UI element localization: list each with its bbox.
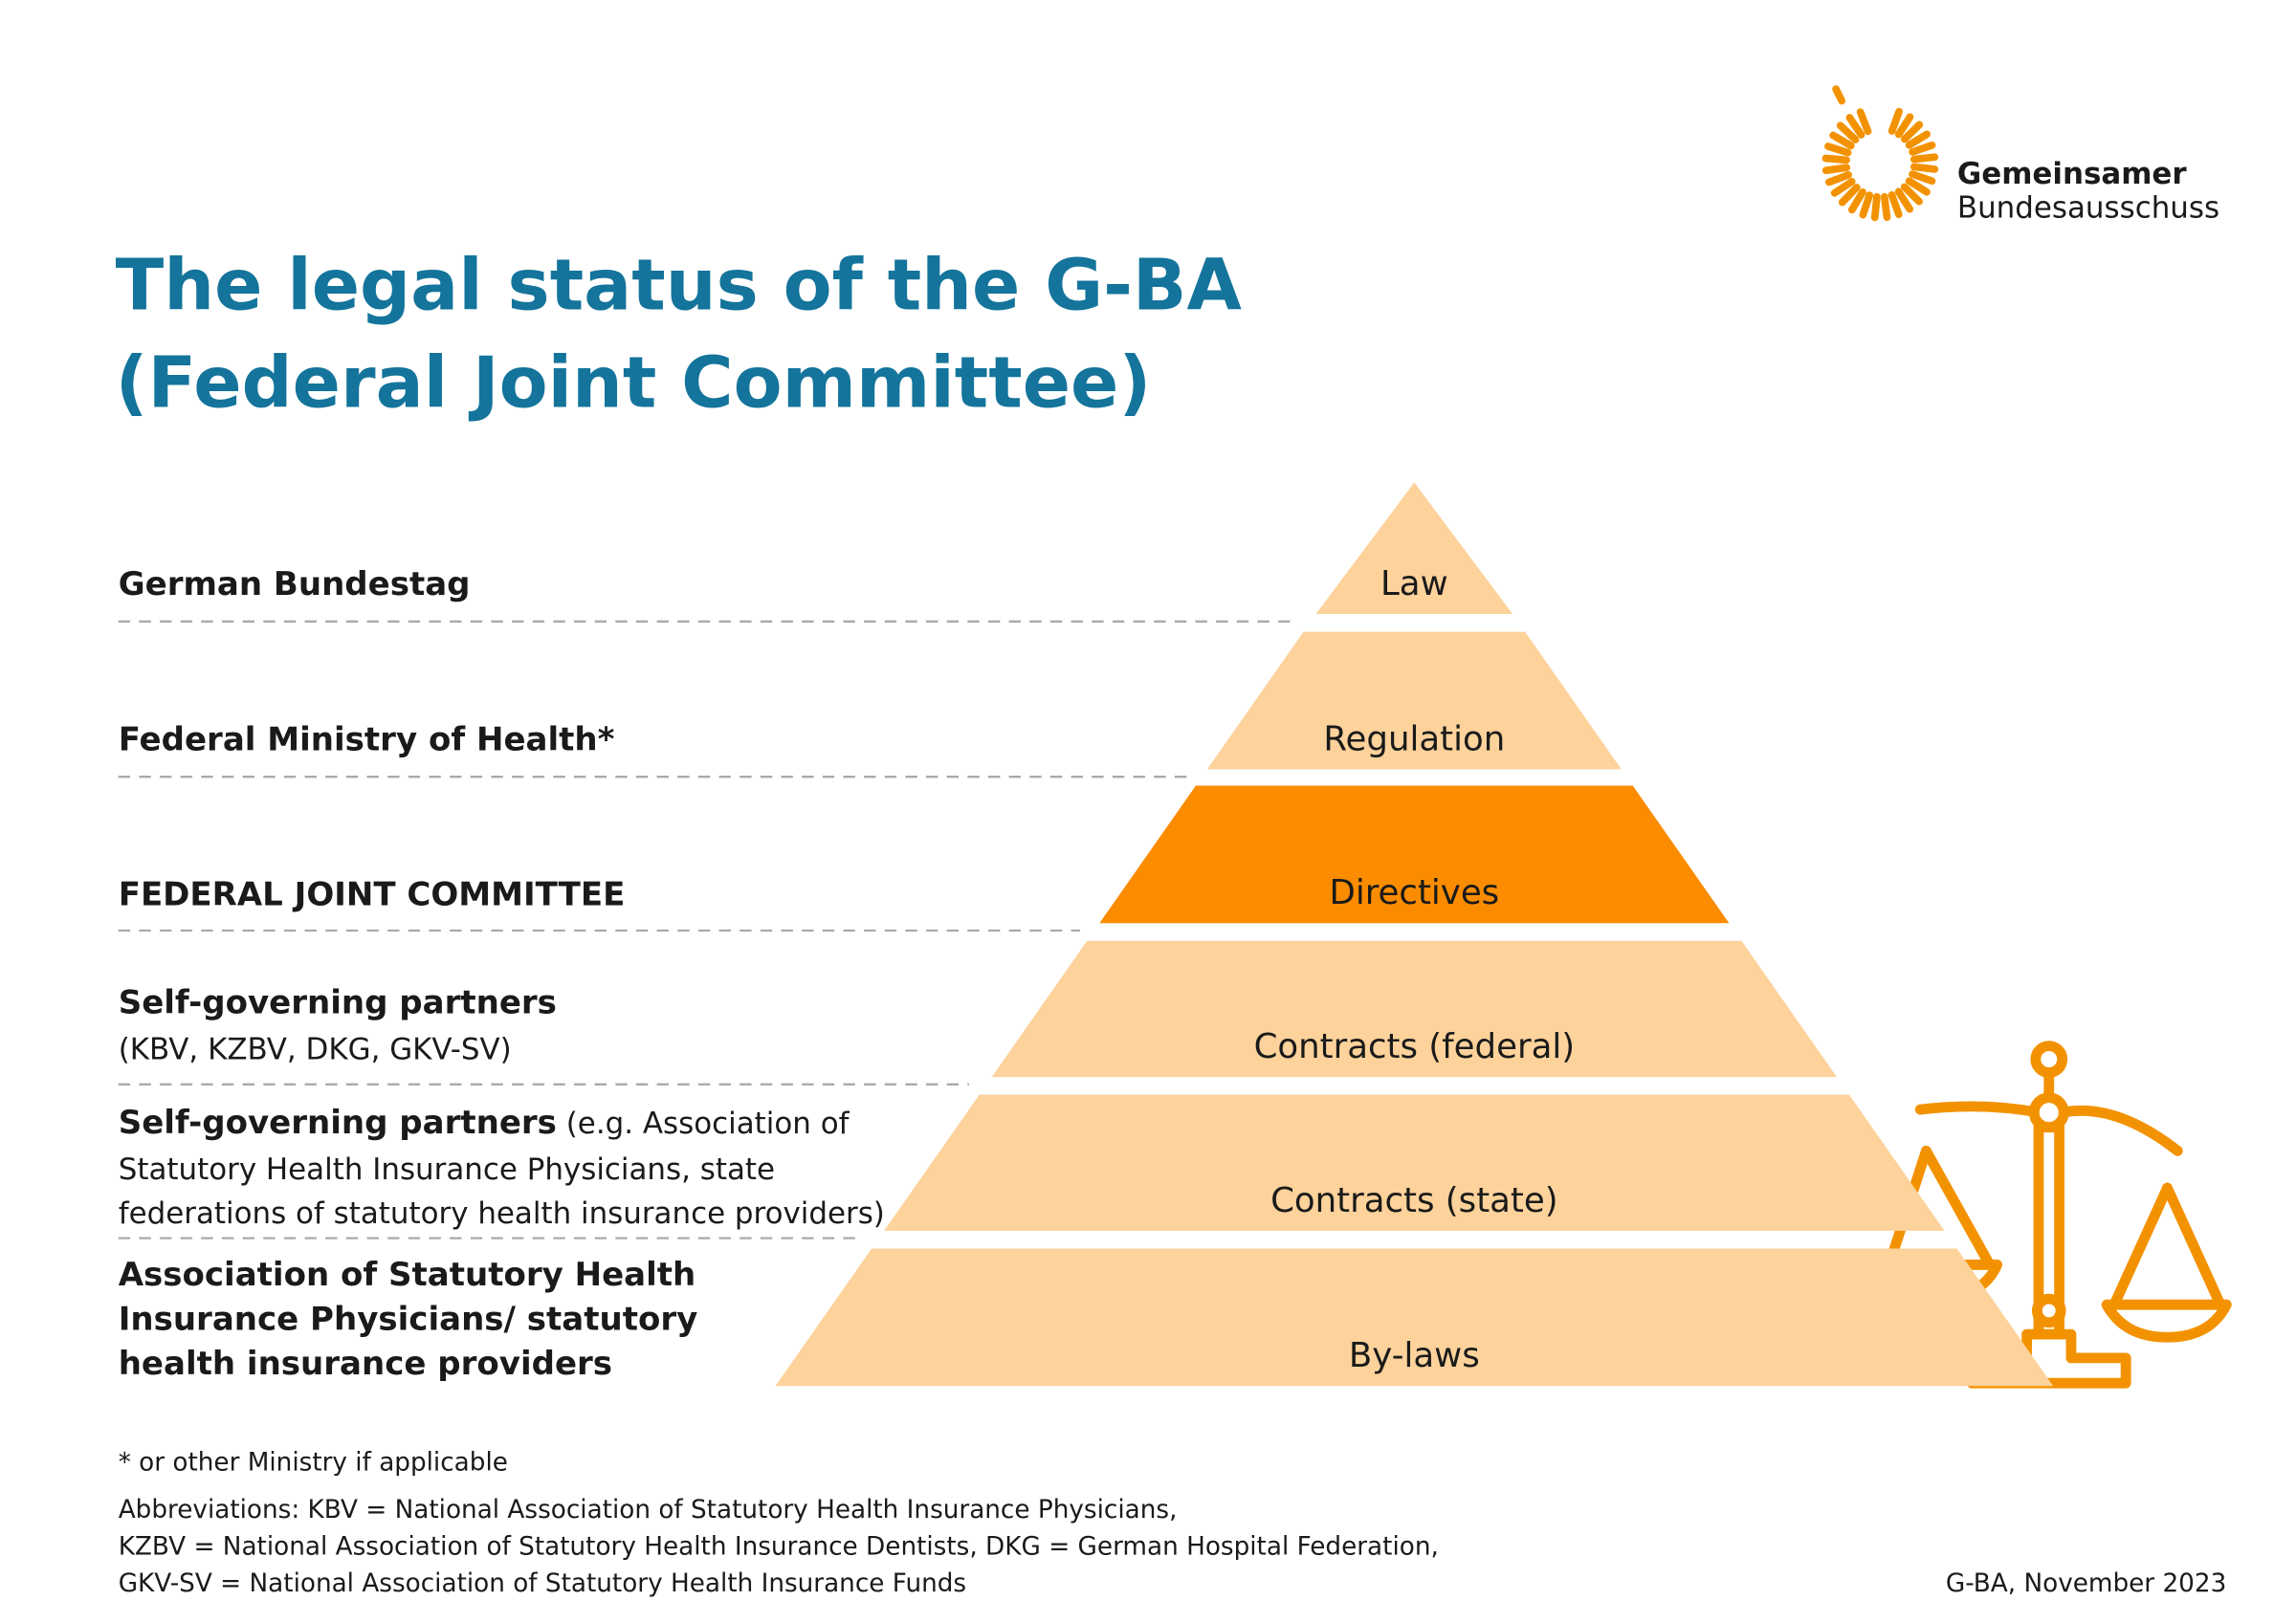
pyramid-tier — [775, 1248, 2054, 1387]
tier-label: Regulation — [1323, 719, 1505, 758]
logo-ray — [1909, 170, 1936, 186]
abbreviation: KZBV = National Association of Statutory… — [119, 1533, 1439, 1562]
abbreviation: GKV-SV = National Association of Statuto… — [119, 1569, 966, 1598]
abbreviation: Abbreviations: KBV = National Associatio… — [119, 1496, 1178, 1524]
pyramid-tier — [1315, 482, 1513, 615]
logo-ray — [1856, 108, 1872, 136]
logo-icon — [1821, 85, 1939, 222]
logo-ray — [1870, 192, 1881, 222]
logo-ray — [1832, 85, 1846, 105]
tier-label: Contracts (federal) — [1254, 1027, 1576, 1066]
logo-ray — [1821, 154, 1850, 164]
logo-ray — [1905, 177, 1931, 196]
level-label-text: Federal Ministry of Health* — [119, 720, 615, 758]
level-label: German Bundestag — [119, 565, 471, 603]
level-label: Self-governing partners — [119, 984, 557, 1022]
level-detail: (e.g. Association of — [557, 1107, 850, 1141]
title: (Federal Joint Committee) — [116, 341, 1152, 425]
pyramid-tier — [991, 940, 1837, 1078]
logo-ray — [1859, 191, 1874, 219]
logo-ray — [1825, 171, 1853, 186]
level-detail: (KBV, KZBV, DKG, GKV-SV) — [119, 1033, 512, 1067]
footnote: * or other Ministry if applicable — [119, 1448, 508, 1477]
level-label-text: Self-governing partners — [119, 984, 557, 1022]
level-label-text: German Bundestag — [119, 565, 471, 603]
logo-ray — [1847, 187, 1866, 214]
logo-ray — [1845, 114, 1866, 139]
pyramid-tier — [1099, 785, 1730, 924]
logo-ray — [1888, 191, 1903, 219]
level-label-text: FEDERAL JOINT COMMITTEE — [119, 876, 626, 914]
logo-ray — [1821, 164, 1851, 175]
level-label-text: Self-governing partners — [119, 1104, 557, 1142]
tier-label: Law — [1380, 564, 1448, 603]
tier-label: Directives — [1329, 873, 1499, 912]
logo-ray — [1909, 141, 1936, 156]
level-label: Federal Ministry of Health* — [119, 720, 615, 758]
level-label: health insurance providers — [119, 1345, 612, 1383]
logo-text: Gemeinsamer — [1957, 157, 2188, 191]
level-detail: Statutory Health Insurance Physicians, s… — [119, 1152, 775, 1187]
pyramid-tier — [884, 1094, 1945, 1231]
tier-label: By-laws — [1349, 1336, 1480, 1375]
logo-ray — [1829, 131, 1855, 150]
level-label: Association of Statutory Health — [119, 1256, 696, 1294]
level-detail: federations of statutory health insuranc… — [119, 1196, 885, 1231]
logo-ray — [1880, 192, 1891, 222]
level-label: FEDERAL JOINT COMMITTEE — [119, 876, 626, 914]
logo-ray — [1888, 107, 1903, 135]
logo-ray — [1894, 187, 1914, 213]
logo-ray — [1900, 183, 1923, 206]
logo-ray — [1910, 153, 1939, 164]
logo-ray — [1905, 130, 1932, 149]
level-label-text: Insurance Physicians/ statutory — [119, 1301, 698, 1339]
logo-ray — [1900, 121, 1924, 143]
tier-label: Contracts (state) — [1270, 1181, 1558, 1220]
level-label: Insurance Physicians/ statutory — [119, 1301, 698, 1339]
logo-text: Bundesausschuss — [1957, 191, 2219, 226]
level-label: Self-governing partners (e.g. Associatio… — [119, 1104, 850, 1142]
logo-ray — [1830, 178, 1856, 197]
credit: G-BA, November 2023 — [1946, 1569, 2226, 1598]
logo-ray — [1824, 143, 1852, 157]
level-label-text: Association of Statutory Health — [119, 1256, 696, 1294]
logo-ray — [1910, 163, 1939, 173]
logo-ray — [1836, 121, 1860, 143]
pyramid-tier — [1206, 631, 1622, 770]
title: The legal status of the G-BA — [116, 244, 1243, 327]
logo-ray — [1894, 113, 1914, 139]
logo-ray — [1838, 184, 1861, 207]
level-label-text: health insurance providers — [119, 1345, 612, 1383]
